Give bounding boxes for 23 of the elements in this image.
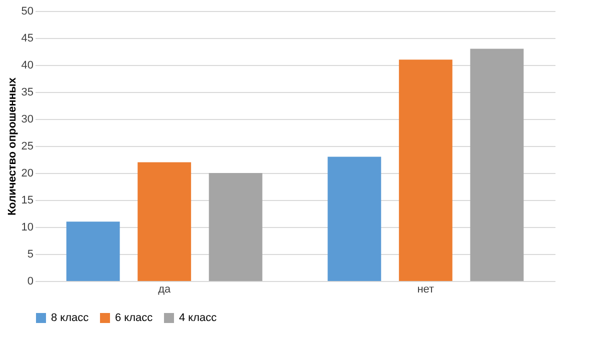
bar [398,60,452,281]
bar [328,156,382,281]
y-tick-label: 25 [21,140,34,152]
x-tick-label: нет [417,284,434,296]
y-tick-label: 45 [21,32,34,44]
legend-label: 4 класс [179,312,218,324]
x-tick-label: да [158,284,172,296]
y-tick-label: 30 [21,114,34,126]
y-tick-label: 10 [21,222,34,234]
y-tick-label: 40 [21,60,34,72]
bar [470,48,524,281]
legend-label: 8 класс [51,312,90,324]
y-tick-label: 20 [21,168,34,180]
bar [208,173,262,281]
y-tick-label: 15 [21,194,34,206]
bar [66,222,120,281]
y-tick-label: 0 [27,276,34,288]
y-tick-label: 5 [27,248,34,260]
y-tick-label: 35 [21,86,34,98]
bar [138,162,192,281]
y-tick-label: 50 [21,6,34,18]
legend-label: 6 класс [115,312,154,324]
y-axis-title: Количество опрошенных [6,76,18,216]
